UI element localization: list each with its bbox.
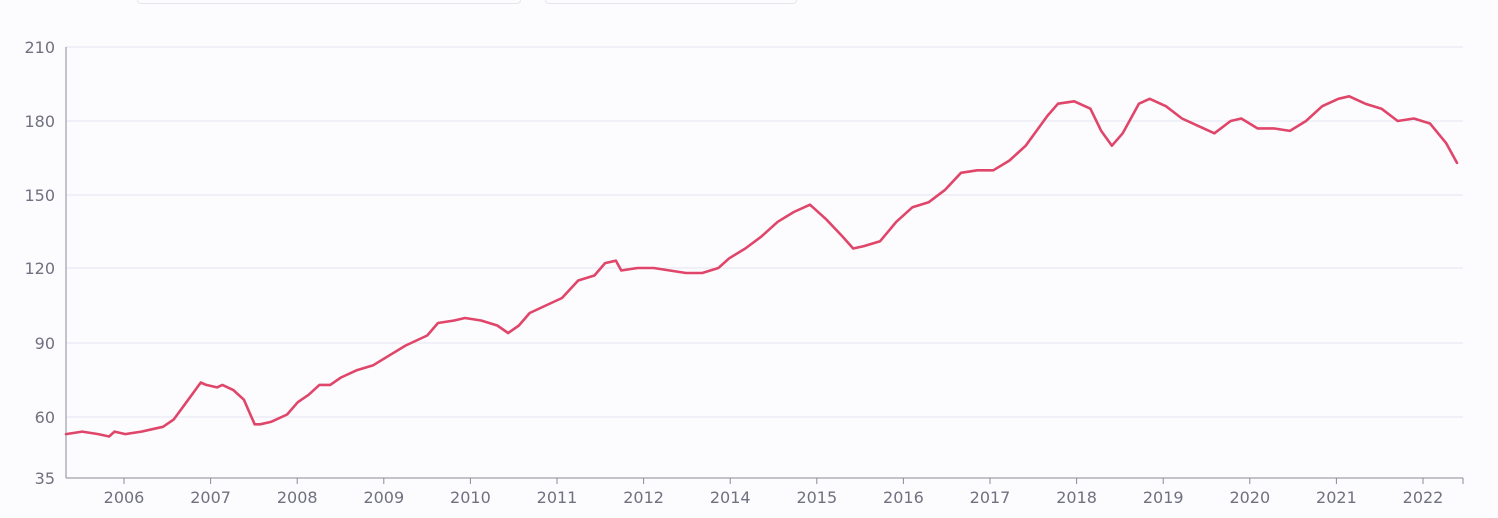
y-tick-label: 210: [24, 38, 55, 57]
x-tick-label: 2009: [363, 488, 404, 507]
y-tick-label: 60: [35, 408, 55, 427]
y-tick-label: 150: [24, 186, 55, 205]
x-tick-label: 2019: [1143, 488, 1184, 507]
y-tick-label: 120: [24, 259, 55, 278]
y-tick-label: 90: [35, 334, 55, 353]
x-axis: 2006 2007 2008 2009 2010 2011 2012 2014 2015 2016…: [66, 477, 1464, 507]
x-tick-label: 2016: [883, 488, 924, 507]
y-axis: 35 60 90 120 150 180 210: [24, 38, 67, 488]
top-controls: [0, 0, 1498, 6]
x-tick-label: 2021: [1316, 488, 1357, 507]
x-tick-label: 2017: [970, 488, 1011, 507]
series-line: [64, 95, 1459, 438]
x-tick-label: 2018: [1056, 488, 1097, 507]
grid-lines: [66, 46, 1463, 418]
y-tick-label: 180: [24, 112, 55, 131]
x-tick-label: 2010: [450, 488, 491, 507]
x-tick-label: 2008: [277, 488, 318, 507]
plot-area: [64, 95, 1459, 438]
x-tick-label: 2022: [1403, 488, 1444, 507]
x-tick-label: 2014: [710, 488, 751, 507]
x-tick-label: 2011: [537, 488, 578, 507]
y-tick-label: 35: [35, 469, 55, 488]
x-tick-label: 2012: [623, 488, 664, 507]
x-tick-label: 2007: [190, 488, 231, 507]
x-tick-label: 2015: [796, 488, 837, 507]
x-tick-label: 2006: [104, 488, 145, 507]
x-tick-label: 2020: [1229, 488, 1270, 507]
